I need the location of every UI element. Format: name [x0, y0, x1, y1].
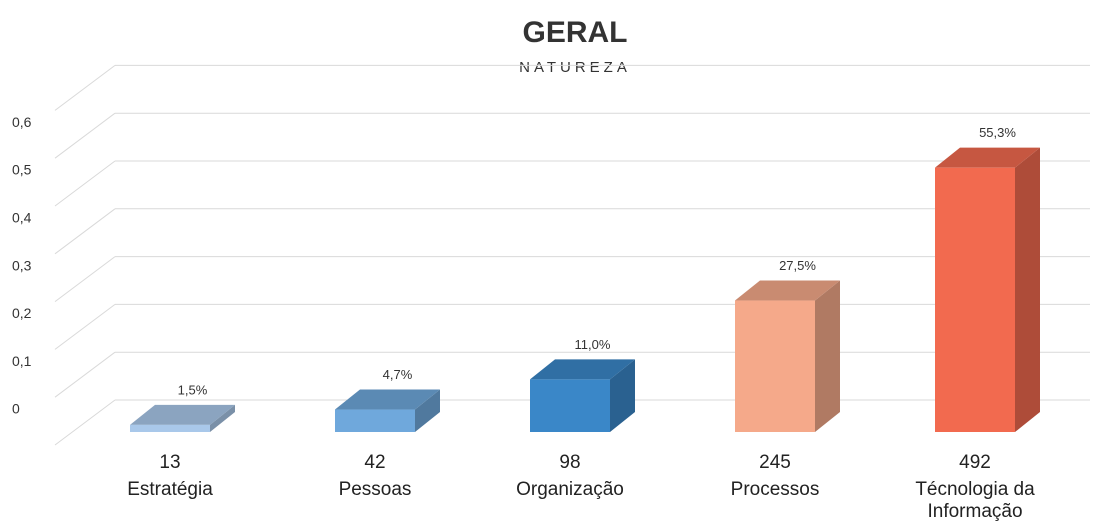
- bar-top: [130, 404, 235, 425]
- chart-title: GERAL: [523, 16, 628, 49]
- bar: [935, 167, 1015, 432]
- bar-top: [335, 389, 440, 410]
- grid-line: [54, 65, 116, 111]
- value-label: 4,7%: [383, 367, 413, 382]
- y-tick-label: 0,1: [12, 353, 32, 369]
- bar-side: [210, 404, 235, 432]
- y-tick-label: 0,3: [12, 257, 32, 273]
- y-tick-label: 0,2: [12, 305, 32, 321]
- x-tick-label: Pessoas: [338, 479, 412, 500]
- y-tick-label: 0,6: [12, 114, 32, 130]
- grid-line: [54, 160, 116, 207]
- grid-line: [54, 208, 116, 255]
- bar: [335, 409, 415, 432]
- bar: [735, 300, 815, 432]
- value-label: 1,5%: [178, 382, 208, 397]
- chart-subtitle: NATUREZA: [519, 59, 631, 76]
- x-tick-label: Organização: [516, 479, 624, 500]
- value-label: 55,3%: [979, 125, 1016, 140]
- grid-line: [54, 303, 116, 350]
- bar-side: [815, 280, 840, 432]
- bar-top: [735, 280, 840, 301]
- bar-side: [415, 389, 440, 432]
- bar: [530, 379, 610, 432]
- grid-line: [54, 112, 116, 159]
- y-tick-label: 0: [12, 401, 20, 417]
- category-count: 42: [364, 452, 385, 473]
- value-label: 27,5%: [779, 258, 816, 273]
- bar-side: [1015, 147, 1040, 432]
- grid-line: [54, 399, 116, 446]
- category-count: 98: [559, 452, 580, 473]
- bar-top: [935, 147, 1040, 168]
- category-count: 245: [759, 452, 791, 473]
- grid-line: [54, 351, 116, 398]
- x-tick-label: Técnologia da Informação: [915, 479, 1035, 522]
- y-tick-label: 0,5: [12, 162, 32, 178]
- bar-side: [610, 359, 635, 432]
- bar: [130, 424, 210, 432]
- x-tick-label: Estratégia: [127, 479, 213, 500]
- value-label: 11,0%: [575, 337, 611, 352]
- y-tick-label: 0,4: [12, 210, 32, 226]
- category-count: 13: [159, 452, 180, 473]
- x-tick-label: Processos: [730, 479, 820, 500]
- grid-line: [54, 256, 116, 303]
- bar-top: [530, 359, 635, 380]
- category-count: 492: [959, 452, 991, 473]
